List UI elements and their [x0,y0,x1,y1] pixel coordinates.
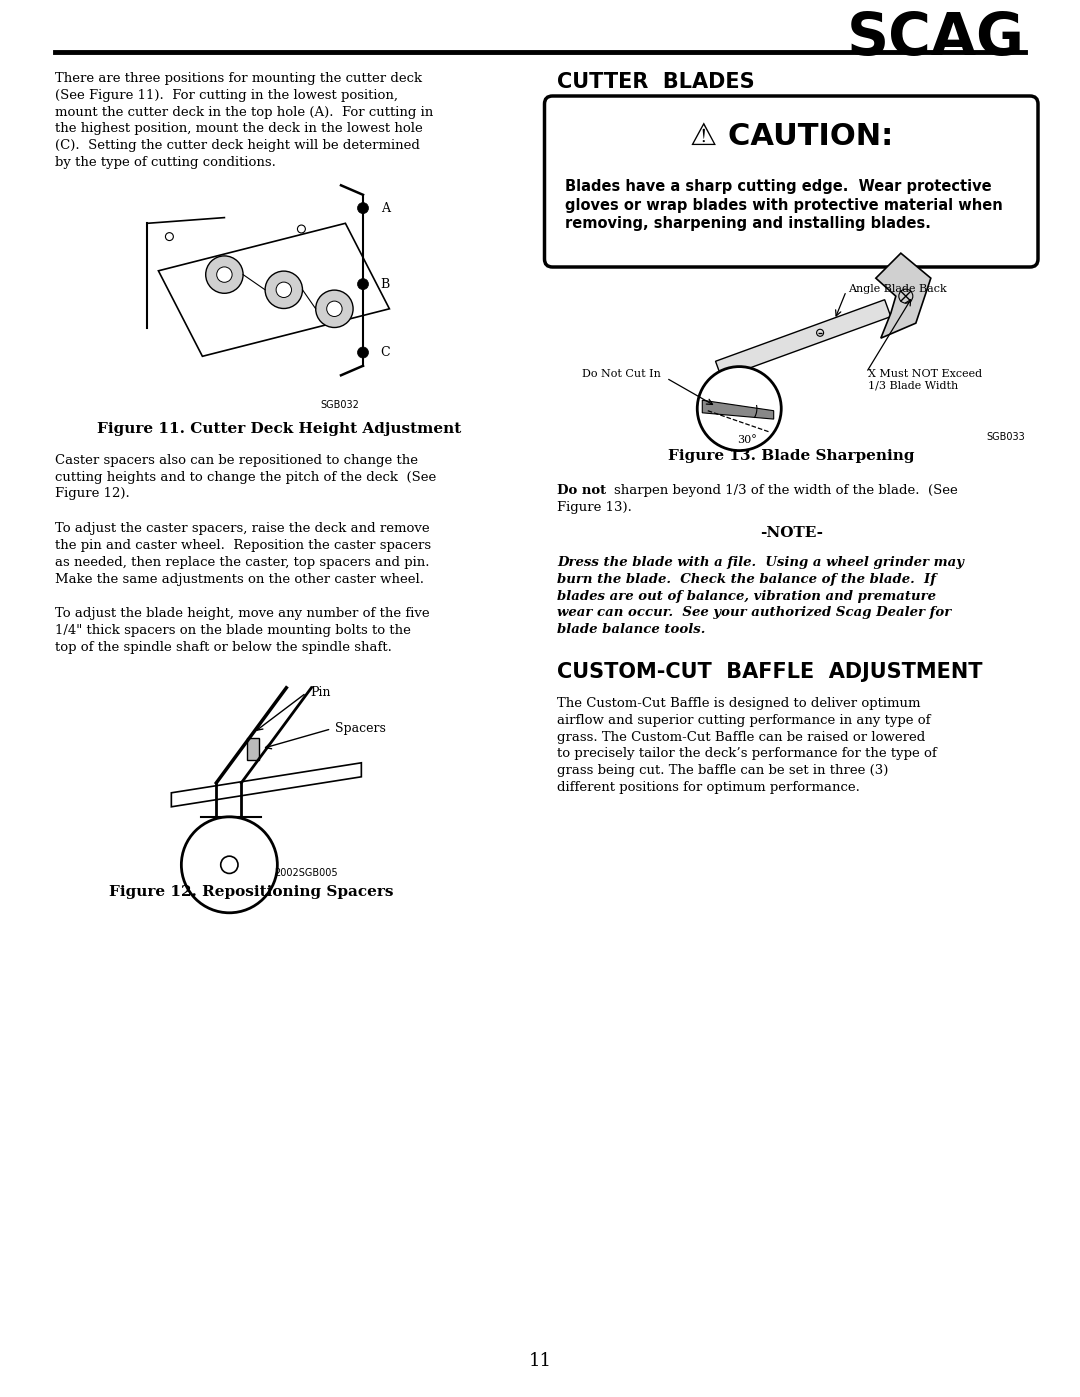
Text: grass being cut. The baffle can be set in three (3): grass being cut. The baffle can be set i… [557,764,889,777]
Text: SGB033: SGB033 [986,432,1025,441]
Polygon shape [702,400,773,419]
Circle shape [276,282,292,298]
Text: SGB032: SGB032 [321,400,360,409]
Circle shape [265,271,302,309]
Text: burn the blade.  Check the balance of the blade.  If: burn the blade. Check the balance of the… [557,573,936,585]
Polygon shape [172,763,362,807]
Text: The Custom-Cut Baffle is designed to deliver optimum: The Custom-Cut Baffle is designed to del… [557,697,921,710]
Text: To adjust the caster spacers, raise the deck and remove: To adjust the caster spacers, raise the … [55,522,430,535]
Text: Figure 13).: Figure 13). [557,500,633,514]
Text: the pin and caster wheel.  Reposition the caster spacers: the pin and caster wheel. Reposition the… [55,539,431,552]
Text: Spacers: Spacers [336,722,387,735]
Text: mount the cutter deck in the top hole (A).  For cutting in: mount the cutter deck in the top hole (A… [55,106,433,119]
FancyBboxPatch shape [544,96,1038,267]
Circle shape [220,856,238,873]
Circle shape [357,346,368,358]
Text: Figure 12).: Figure 12). [55,488,130,500]
Text: Blades have a sharp cutting edge.  Wear protective: Blades have a sharp cutting edge. Wear p… [566,179,993,194]
Text: by the type of cutting conditions.: by the type of cutting conditions. [55,156,275,169]
Text: blade balance tools.: blade balance tools. [557,623,706,636]
Text: -NOTE-: -NOTE- [759,527,823,541]
Text: There are three positions for mounting the cutter deck: There are three positions for mounting t… [55,73,422,85]
Text: Do not: Do not [557,483,607,497]
Text: To adjust the blade height, move any number of the five: To adjust the blade height, move any num… [55,608,430,620]
Text: SCAG: SCAG [847,10,1025,67]
Text: CUTTER  BLADES: CUTTER BLADES [557,73,755,92]
Text: Dress the blade with a file.  Using a wheel grinder may: Dress the blade with a file. Using a whe… [557,556,964,569]
Text: cutting heights and to change the pitch of the deck  (See: cutting heights and to change the pitch … [55,471,436,483]
Text: as needed, then replace the caster, top spacers and pin.: as needed, then replace the caster, top … [55,556,430,569]
Text: CUSTOM-CUT  BAFFLE  ADJUSTMENT: CUSTOM-CUT BAFFLE ADJUSTMENT [557,662,983,682]
Polygon shape [876,253,931,338]
Text: Pin: Pin [310,686,330,700]
Text: 11: 11 [528,1352,552,1370]
Text: Figure 11. Cutter Deck Height Adjustment: Figure 11. Cutter Deck Height Adjustment [97,422,461,436]
Circle shape [357,203,368,214]
Circle shape [297,225,306,233]
Text: different positions for optimum performance.: different positions for optimum performa… [557,781,861,793]
Text: ⚠ CAUTION:: ⚠ CAUTION: [690,122,893,151]
Text: gloves or wrap blades with protective material when: gloves or wrap blades with protective ma… [566,197,1003,212]
Text: 2002SGB005: 2002SGB005 [274,868,338,877]
Circle shape [181,817,278,912]
Text: grass. The Custom-Cut Baffle can be raised or lowered: grass. The Custom-Cut Baffle can be rais… [557,731,926,743]
Text: A: A [380,201,390,215]
Text: B: B [380,278,390,291]
Text: (C).  Setting the cutter deck height will be determined: (C). Setting the cutter deck height will… [55,140,420,152]
Circle shape [165,233,174,240]
Circle shape [217,267,232,282]
Text: Caster spacers also can be repositioned to change the: Caster spacers also can be repositioned … [55,454,418,467]
Circle shape [326,302,342,317]
Text: 30°: 30° [737,434,757,444]
Circle shape [698,366,781,451]
Text: top of the spindle shaft or below the spindle shaft.: top of the spindle shaft or below the sp… [55,641,392,654]
Text: C: C [380,346,390,359]
Text: Angle Blade Back: Angle Blade Back [848,284,947,293]
Text: airflow and superior cutting performance in any type of: airflow and superior cutting performance… [557,714,931,726]
Polygon shape [159,224,390,356]
Text: Do Not Cut In: Do Not Cut In [582,369,661,380]
Text: X Must NOT Exceed
1/3 Blade Width: X Must NOT Exceed 1/3 Blade Width [868,369,983,391]
Circle shape [205,256,243,293]
Text: wear can occur.  See your authorized Scag Dealer for: wear can occur. See your authorized Scag… [557,606,951,619]
Text: Figure 13. Blade Sharpening: Figure 13. Blade Sharpening [669,448,915,462]
Text: blades are out of balance, vibration and premature: blades are out of balance, vibration and… [557,590,936,602]
Circle shape [357,278,368,289]
FancyBboxPatch shape [247,738,259,760]
Text: to precisely tailor the deck’s performance for the type of: to precisely tailor the deck’s performan… [557,747,937,760]
Circle shape [315,291,353,327]
Text: 1/4" thick spacers on the blade mounting bolts to the: 1/4" thick spacers on the blade mounting… [55,624,410,637]
Polygon shape [716,300,891,379]
Text: sharpen beyond 1/3 of the width of the blade.  (See: sharpen beyond 1/3 of the width of the b… [615,483,958,497]
Text: Make the same adjustments on the other caster wheel.: Make the same adjustments on the other c… [55,573,424,585]
Text: (See Figure 11).  For cutting in the lowest position,: (See Figure 11). For cutting in the lowe… [55,89,399,102]
Text: Figure 12. Repositioning Spacers: Figure 12. Repositioning Spacers [109,884,393,898]
Text: the highest position, mount the deck in the lowest hole: the highest position, mount the deck in … [55,123,422,136]
Text: removing, sharpening and installing blades.: removing, sharpening and installing blad… [566,217,931,231]
